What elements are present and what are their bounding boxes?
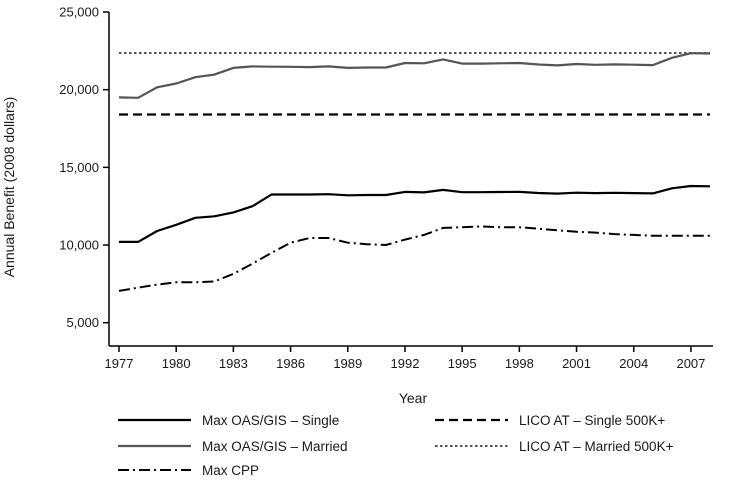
series-line-max-oas-gis-married [118, 52, 711, 99]
y-tick-label: 25,000 [59, 5, 99, 20]
legend-item-max-oas-gis-single: Max OAS/GIS – Single [118, 413, 339, 428]
y-axis-title: Annual Benefit (2008 dollars) [1, 97, 17, 278]
series-line-max-oas-gis-single [119, 184, 711, 243]
x-tick-label: 1983 [219, 356, 248, 371]
legend-label: LICO AT – Single 500K+ [519, 413, 665, 428]
legend-label: Max CPP [202, 463, 259, 478]
legend-label: Max OAS/GIS – Married [202, 439, 348, 454]
legend-label: Max OAS/GIS – Single [202, 413, 339, 428]
y-tick-label: 20,000 [59, 82, 99, 97]
x-axis-title: Year [399, 390, 428, 406]
y-tick-label: 15,000 [59, 160, 99, 175]
x-tick-label: 1989 [333, 356, 362, 371]
y-tick-label: 10,000 [59, 238, 99, 253]
y-ticks: 5,000 10,000 15,000 20,000 25,000 [59, 5, 109, 330]
legend: Max OAS/GIS – Single Max OAS/GIS – Marrie… [118, 413, 674, 478]
x-tick-label: 1980 [162, 356, 191, 371]
legend-item-max-oas-gis-married: Max OAS/GIS – Married [118, 439, 348, 454]
x-tick-label: 2004 [619, 356, 648, 371]
x-tick-label: 1986 [276, 356, 305, 371]
x-tick-label: 1995 [448, 356, 477, 371]
x-tick-label: 1998 [505, 356, 534, 371]
x-tick-label: 2007 [676, 356, 705, 371]
x-tick-label: 2001 [562, 356, 591, 371]
y-tick-label: 5,000 [66, 315, 99, 330]
series-line-max-cpp [118, 225, 710, 292]
axes [108, 12, 713, 347]
x-ticks: 1977 1980 1983 1986 1989 1992 1995 1998 2001 2004… [105, 346, 705, 371]
legend-label: LICO AT – Married 500K+ [519, 439, 674, 454]
legend-item-lico-at-single-500k: LICO AT – Single 500K+ [435, 413, 665, 428]
x-tick-label: 1977 [105, 356, 134, 371]
x-tick-label: 1992 [391, 356, 420, 371]
series-lines [118, 52, 711, 292]
legend-item-lico-at-married-500k: LICO AT – Married 500K+ [435, 439, 674, 454]
legend-item-max-cpp: Max CPP [118, 463, 259, 478]
